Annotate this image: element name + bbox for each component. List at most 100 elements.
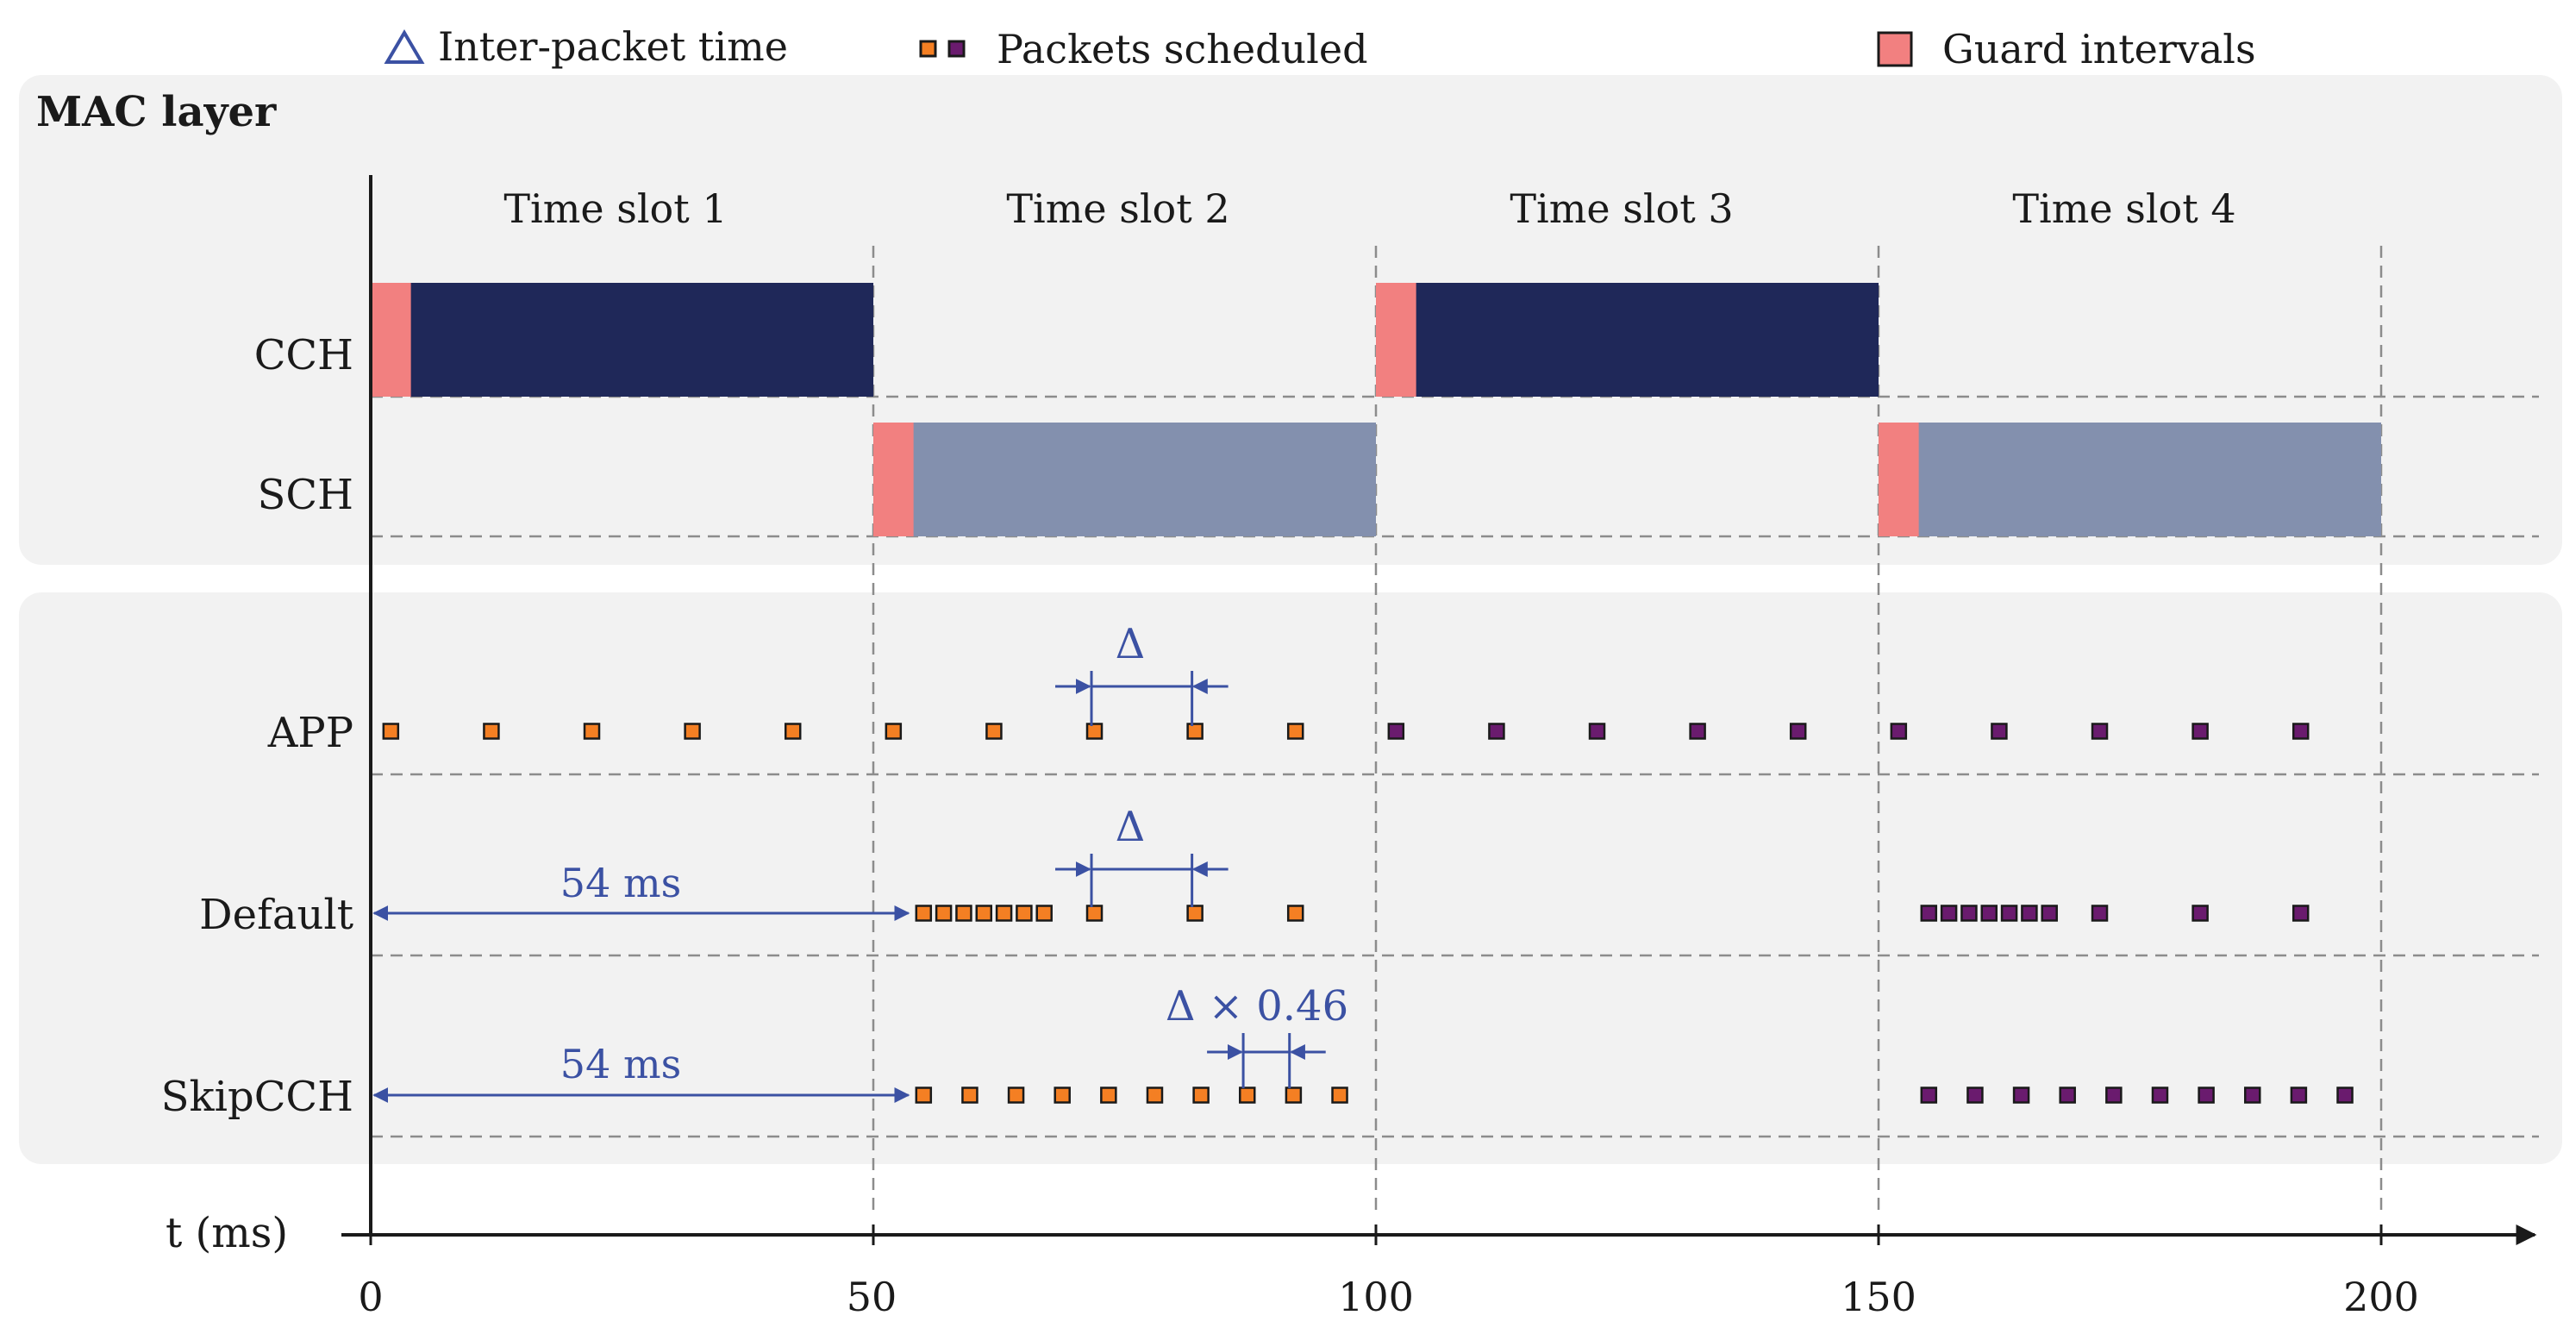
app-packet-purple: [1689, 723, 1706, 740]
legend-orange-square-icon: [919, 40, 937, 58]
app-packet-purple: [2091, 723, 2109, 740]
default-packet-orange: [1186, 905, 1204, 922]
skipcch-packet-orange: [1054, 1087, 1071, 1104]
app-panel: [19, 592, 2562, 1164]
skipcch-packet-orange: [961, 1087, 979, 1104]
row-label-app: APP: [267, 709, 353, 757]
skipcch-packet-orange: [1239, 1087, 1256, 1104]
legend-guard-square-icon: [1877, 31, 1913, 67]
skipcch-packet-orange: [915, 1087, 933, 1104]
offset-label-default: 54 ms: [560, 860, 681, 906]
skipcch-packet-orange: [1146, 1087, 1164, 1104]
axis-tick-0: 0: [358, 1274, 383, 1320]
guard-interval: [873, 423, 914, 536]
legend-guard: Guard intervals: [1942, 26, 2256, 72]
default-packet-purple: [1980, 905, 1998, 922]
legend-packets: Packets scheduled: [997, 26, 1368, 72]
packet-markers: [382, 723, 2354, 1104]
legend-purple-square-icon: [947, 40, 966, 58]
default-packet-orange: [935, 905, 953, 922]
default-packet-orange: [1035, 905, 1053, 922]
skipcch-packet-purple: [2336, 1087, 2354, 1104]
app-packet-orange: [483, 723, 500, 740]
delta-legend-icon: [384, 29, 425, 64]
delta-scaled-label-skipcch: Δ × 0.46: [1166, 982, 1348, 1030]
offset-label-skipcch: 54 ms: [560, 1041, 681, 1087]
app-packet-purple: [2191, 723, 2209, 740]
app-packet-orange: [1286, 723, 1304, 740]
default-packet-orange: [915, 905, 933, 922]
app-packet-orange: [684, 723, 701, 740]
slot-label-3: Time slot 3: [1510, 185, 1733, 232]
sch-bar: [873, 423, 1376, 536]
app-packet-purple: [1387, 723, 1405, 740]
app-packet-orange: [583, 723, 601, 740]
default-packet-orange: [1286, 905, 1304, 922]
skipcch-packet-purple: [2105, 1087, 2123, 1104]
skipcch-packet-purple: [1966, 1087, 1984, 1104]
row-label-default: Default: [199, 891, 353, 939]
app-packet-orange: [382, 723, 400, 740]
app-packet-purple: [2292, 723, 2310, 740]
skipcch-packet-purple: [2012, 1087, 2030, 1104]
row-label-cch: CCH: [254, 331, 353, 379]
channel-bars: [371, 283, 2381, 536]
delta-label-default: Δ: [1116, 803, 1146, 851]
default-packet-purple: [2091, 905, 2109, 922]
skipcch-packet-purple: [1920, 1087, 1938, 1104]
skipcch-packet-purple: [2198, 1087, 2215, 1104]
default-packet-purple: [1920, 905, 1938, 922]
slot-label-1: Time slot 1: [503, 185, 727, 232]
cch-bar: [371, 283, 873, 397]
annotations: [372, 671, 1326, 1103]
skipcch-packet-purple: [2244, 1087, 2261, 1104]
default-packet-purple: [2292, 905, 2310, 922]
skipcch-packet-purple: [2151, 1087, 2169, 1104]
default-packet-orange: [955, 905, 972, 922]
default-packet-orange: [1085, 905, 1104, 922]
guard-interval: [371, 283, 411, 397]
app-packet-orange: [985, 723, 1003, 740]
slot-label-4: Time slot 4: [2012, 185, 2235, 232]
app-packet-purple: [1789, 723, 1807, 740]
app-packet-purple: [1991, 723, 2008, 740]
axis-tick-100: 100: [1338, 1274, 1414, 1320]
skipcch-packet-orange: [1007, 1087, 1025, 1104]
default-packet-purple: [1940, 905, 1958, 922]
default-packet-purple: [2191, 905, 2209, 922]
guard-interval: [1879, 423, 1919, 536]
mac-panel-title: MAC layer: [36, 88, 277, 136]
axis-label: t (ms): [166, 1209, 288, 1257]
skipcch-packet-orange: [1100, 1087, 1117, 1104]
app-packet-orange: [1085, 723, 1104, 740]
slot-label-2: Time slot 2: [1006, 185, 1229, 232]
default-packet-purple: [2000, 905, 2018, 922]
guard-interval: [1376, 283, 1416, 397]
legend-inter-packet: Inter-packet time: [438, 23, 788, 70]
row-label-sch: SCH: [258, 471, 353, 519]
time-axis: [341, 175, 2537, 1245]
app-packet-purple: [1488, 723, 1505, 740]
app-packet-purple: [1890, 723, 1908, 740]
cch-bar: [1376, 283, 1879, 397]
app-packet-orange: [784, 723, 802, 740]
default-packet-orange: [995, 905, 1013, 922]
delta-label-app: Δ: [1116, 620, 1146, 668]
slot-labels: Time slot 1 Time slot 2 Time slot 3 Time…: [503, 185, 2235, 232]
app-packet-orange: [885, 723, 903, 740]
default-packet-purple: [1960, 905, 1978, 922]
skipcch-packet-purple: [2290, 1087, 2308, 1104]
skipcch-packet-purple: [2059, 1087, 2076, 1104]
app-packet-purple: [1588, 723, 1606, 740]
default-packet-purple: [2041, 905, 2058, 922]
skipcch-packet-orange: [1331, 1087, 1348, 1104]
legend: Inter-packet time Packets scheduled Guar…: [384, 23, 2256, 72]
skipcch-packet-orange: [1285, 1087, 1303, 1104]
default-packet-purple: [2021, 905, 2038, 922]
axis-tick-50: 50: [847, 1274, 897, 1320]
default-packet-orange: [975, 905, 993, 922]
axis-tick-150: 150: [1841, 1274, 1916, 1320]
axis-tick-200: 200: [2343, 1274, 2419, 1320]
app-packet-orange: [1186, 723, 1204, 740]
